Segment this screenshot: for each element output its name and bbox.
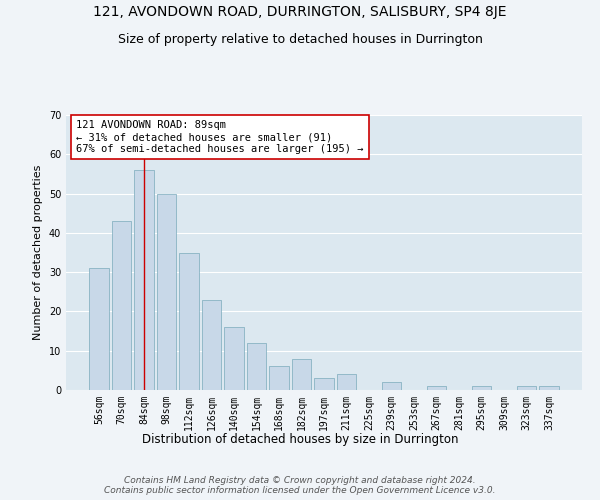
- Bar: [517, 386, 536, 390]
- Text: 121 AVONDOWN ROAD: 89sqm
← 31% of detached houses are smaller (91)
67% of semi-d: 121 AVONDOWN ROAD: 89sqm ← 31% of detach…: [76, 120, 364, 154]
- Bar: [202, 300, 221, 390]
- Text: Size of property relative to detached houses in Durrington: Size of property relative to detached ho…: [118, 32, 482, 46]
- Bar: [314, 378, 334, 390]
- Bar: [382, 382, 401, 390]
- Bar: [539, 386, 559, 390]
- Bar: [134, 170, 154, 390]
- Bar: [89, 268, 109, 390]
- Text: Contains HM Land Registry data © Crown copyright and database right 2024.
Contai: Contains HM Land Registry data © Crown c…: [104, 476, 496, 495]
- Bar: [269, 366, 289, 390]
- Bar: [224, 327, 244, 390]
- Bar: [112, 221, 131, 390]
- Bar: [427, 386, 446, 390]
- Y-axis label: Number of detached properties: Number of detached properties: [33, 165, 43, 340]
- Bar: [179, 252, 199, 390]
- Bar: [337, 374, 356, 390]
- Text: 121, AVONDOWN ROAD, DURRINGTON, SALISBURY, SP4 8JE: 121, AVONDOWN ROAD, DURRINGTON, SALISBUR…: [93, 5, 507, 19]
- Text: Distribution of detached houses by size in Durrington: Distribution of detached houses by size …: [142, 432, 458, 446]
- Bar: [472, 386, 491, 390]
- Bar: [247, 343, 266, 390]
- Bar: [292, 358, 311, 390]
- Bar: [157, 194, 176, 390]
